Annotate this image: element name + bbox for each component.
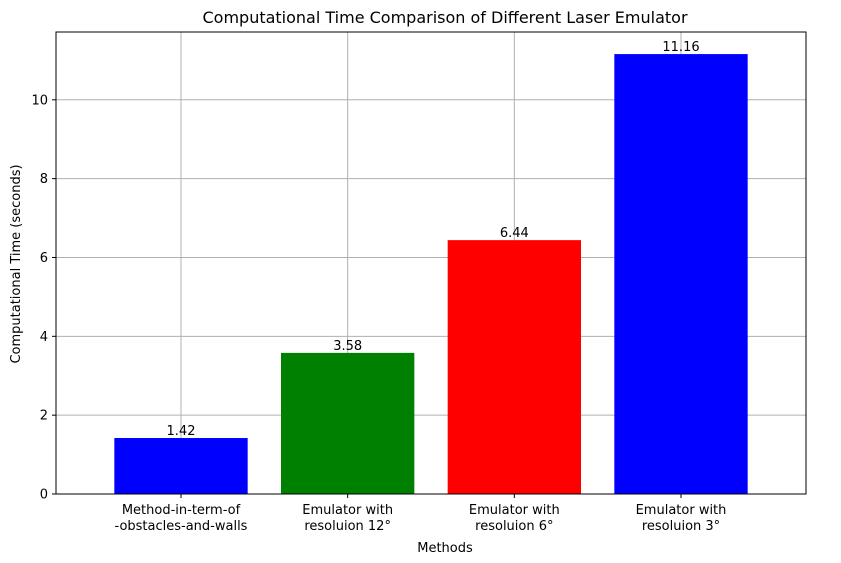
bar bbox=[447, 240, 581, 494]
x-tick-label: Method-in-term-of bbox=[122, 503, 241, 518]
x-tick-label: Emulator with bbox=[469, 503, 560, 518]
x-axis: Method-in-term-of-obstacles-and-walls Emu… bbox=[115, 494, 727, 534]
x-tick-label: Emulator with bbox=[302, 503, 393, 518]
x-tick-label: Emulator with bbox=[636, 503, 727, 518]
bar-value-label: 6.44 bbox=[500, 226, 529, 241]
y-axis-label: Computational Time (seconds) bbox=[9, 164, 24, 363]
y-tick-label: 4 bbox=[40, 330, 48, 345]
y-tick-label: 2 bbox=[40, 409, 48, 424]
x-axis-label: Methods bbox=[417, 541, 473, 556]
x-tick-label: resoluion 6° bbox=[475, 519, 553, 534]
bars bbox=[114, 54, 748, 495]
bar-value-label: 11.16 bbox=[662, 40, 699, 55]
y-axis: 0 2 4 6 8 10 bbox=[31, 93, 56, 503]
bar-value-label: 3.58 bbox=[333, 339, 362, 354]
bar bbox=[614, 54, 748, 495]
y-tick-label: 10 bbox=[31, 93, 48, 108]
chart-title: Computational Time Comparison of Differe… bbox=[202, 8, 687, 27]
bar-value-label: 1.42 bbox=[167, 424, 196, 439]
x-tick-label: resoluion 3° bbox=[642, 519, 720, 534]
plot-frame bbox=[55, 31, 807, 495]
y-tick-label: 8 bbox=[40, 172, 48, 187]
bar bbox=[281, 352, 415, 494]
y-tick-label: 0 bbox=[40, 488, 48, 503]
bar-value-labels: 1.42 3.58 6.44 11.16 bbox=[167, 40, 700, 439]
x-tick-label: -obstacles-and-walls bbox=[115, 519, 248, 534]
x-tick-label: resoluion 12° bbox=[304, 519, 391, 534]
y-tick-label: 6 bbox=[40, 251, 48, 266]
bar bbox=[114, 438, 248, 494]
